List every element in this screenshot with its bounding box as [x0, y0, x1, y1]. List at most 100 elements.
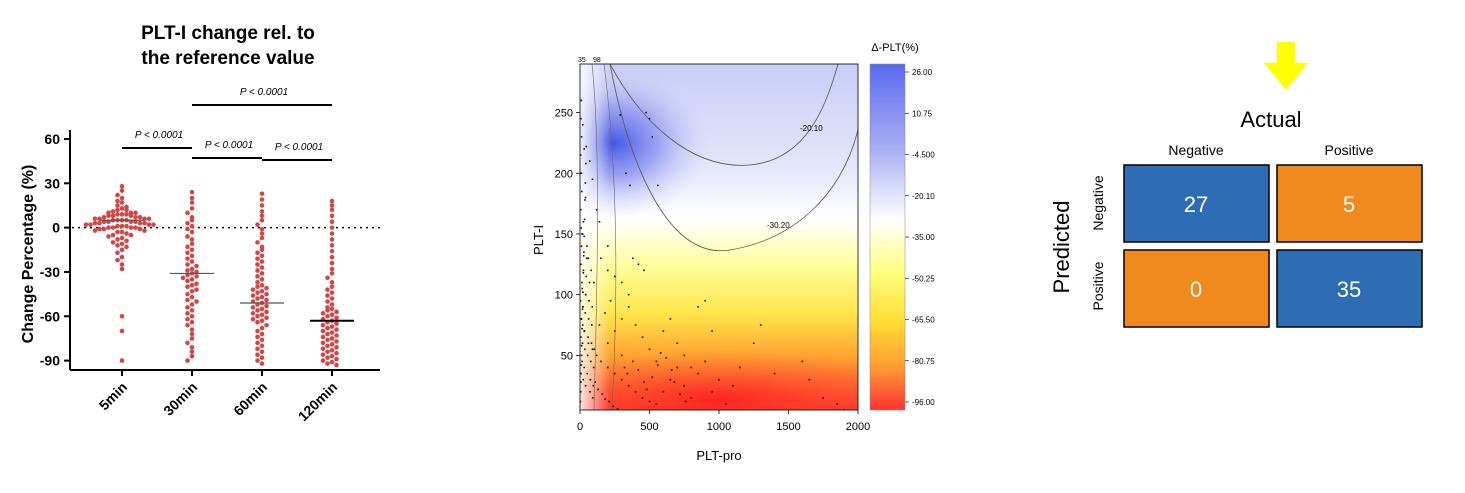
data-point — [320, 352, 326, 358]
data-point — [264, 291, 269, 297]
scatter-point — [759, 324, 762, 326]
scatter-point — [641, 397, 644, 399]
data-point — [119, 200, 125, 205]
scatter-point — [665, 356, 667, 359]
data-point — [320, 311, 326, 316]
data-point — [106, 213, 111, 219]
data-point — [264, 309, 269, 315]
data-point — [115, 250, 120, 256]
data-point — [115, 203, 120, 208]
data-point — [88, 222, 93, 227]
data-point — [329, 231, 335, 236]
scatter-point — [613, 372, 616, 375]
data-point — [119, 223, 125, 229]
data-point — [259, 288, 265, 294]
data-point — [255, 290, 260, 295]
data-point — [119, 328, 125, 334]
x-tick-label: 120min — [295, 379, 340, 424]
data-point — [119, 188, 125, 193]
scatter-point — [580, 390, 582, 393]
data-point — [325, 343, 330, 349]
data-point — [115, 207, 120, 213]
y-tick-label: -30 — [40, 264, 60, 280]
scatter-point — [634, 324, 637, 326]
data-point — [124, 207, 129, 213]
scatter-point — [581, 308, 584, 311]
scatter-point — [588, 160, 591, 162]
contour-label-20: -20.10 — [800, 124, 823, 133]
data-point — [329, 324, 335, 329]
data-point — [259, 265, 265, 270]
scatter-point — [580, 400, 582, 403]
scatter-point — [581, 281, 583, 284]
data-point — [115, 192, 120, 198]
scatter-point — [585, 293, 587, 296]
data-point — [185, 244, 190, 250]
scatter-point — [613, 275, 616, 278]
data-point — [180, 275, 186, 281]
data-point — [259, 191, 265, 196]
data-point — [146, 222, 152, 227]
data-point — [189, 195, 195, 201]
scatter-point — [643, 381, 645, 383]
data-point — [255, 279, 260, 285]
scatter-point — [592, 384, 595, 387]
colorbar-ticks: 26.00 10.75 -4.500 -20.10 -35.00 -50.25 -65.50… — [905, 68, 935, 407]
corner-label-35: 35 — [578, 57, 586, 64]
column-header-negative: Negative — [1168, 142, 1223, 158]
data-point — [264, 297, 269, 303]
data-point — [110, 209, 116, 214]
scatter-point — [593, 348, 595, 351]
scatter-point — [629, 184, 631, 187]
data-point — [255, 284, 260, 290]
scatter-point — [657, 364, 659, 366]
data-point — [189, 336, 195, 341]
data-point — [110, 213, 116, 219]
scatter-point — [586, 372, 589, 375]
data-point — [325, 349, 330, 355]
data-point — [320, 328, 326, 334]
data-point — [119, 235, 125, 241]
scatter-point — [581, 287, 584, 290]
data-point — [250, 316, 256, 322]
scatter-point — [581, 342, 584, 345]
data-point — [185, 220, 190, 226]
colorbar-tick-label: 26.00 — [912, 68, 933, 77]
data-point — [189, 282, 195, 288]
data-point — [189, 247, 195, 253]
contour-line-30 — [609, 64, 858, 252]
data-point — [259, 197, 265, 202]
scatter-point — [591, 178, 594, 181]
contour-line-20 — [609, 64, 839, 166]
scatter-point — [620, 318, 623, 320]
data-point — [189, 241, 195, 247]
data-point — [325, 331, 330, 337]
scatter-point — [655, 360, 658, 363]
data-point — [185, 284, 190, 290]
data-point — [119, 183, 125, 189]
colorbar-tick-label: -20.10 — [912, 192, 935, 201]
data-point — [264, 315, 269, 321]
data-point — [189, 200, 195, 205]
data-point — [185, 210, 190, 216]
data-point — [255, 296, 260, 301]
data-point — [110, 225, 116, 230]
scatter-point — [582, 272, 585, 274]
scatter-point — [591, 348, 594, 351]
scatter-point — [580, 354, 583, 357]
data-point — [325, 275, 330, 281]
data-point — [334, 345, 339, 350]
colorbar-tick-label: -96.00 — [912, 398, 935, 407]
data-point — [194, 274, 199, 279]
data-point — [255, 340, 260, 346]
scatter-point — [584, 384, 587, 387]
scatter-point — [582, 378, 585, 381]
data-point — [255, 250, 260, 256]
data-point — [194, 287, 199, 292]
significance-label: P < 0.0001 — [135, 130, 183, 141]
row-title: Predicted — [1049, 201, 1074, 294]
data-point — [259, 312, 265, 318]
scatter-point — [637, 369, 640, 371]
scatter-point — [595, 354, 598, 357]
data-point — [259, 343, 265, 349]
